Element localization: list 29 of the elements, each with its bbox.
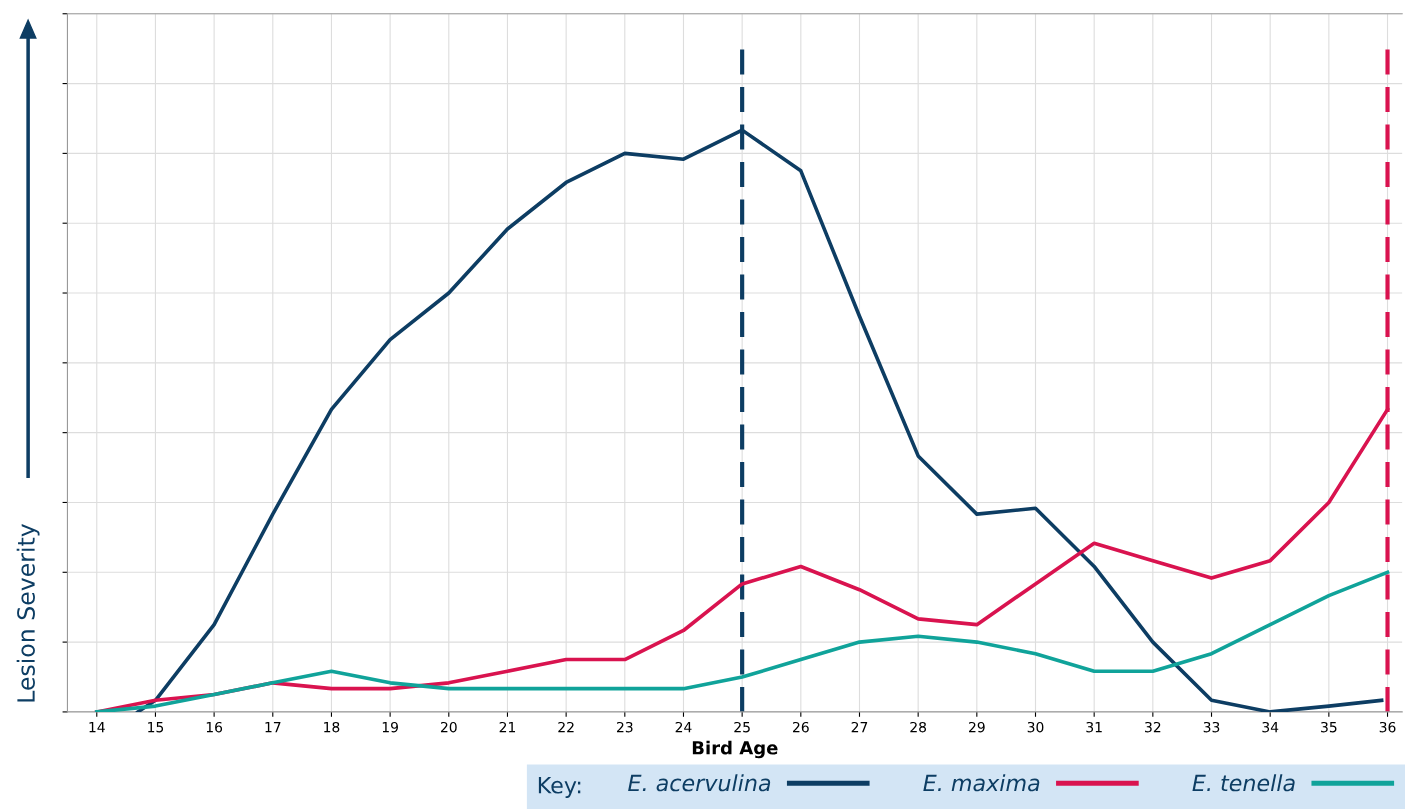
- x-tick-label: 29: [969, 721, 985, 733]
- x-tick-label: 23: [616, 721, 633, 733]
- legend-label: E. tenella: [1192, 774, 1295, 792]
- x-tick-label: 24: [675, 721, 692, 733]
- x-tick-label: 18: [324, 721, 340, 733]
- x-tick-label: 28: [910, 721, 927, 733]
- x-tick-label: 16: [206, 721, 223, 733]
- x-tick-label: 36: [1379, 721, 1396, 733]
- x-tick-label: 30: [1027, 721, 1044, 733]
- x-tick-label: 19: [382, 721, 398, 733]
- x-tick-label: 22: [558, 721, 574, 733]
- legend-label: E. maxima: [923, 774, 1040, 792]
- x-tick-label: 35: [1321, 721, 1337, 733]
- legend-label: E. acervulina: [628, 774, 771, 792]
- x-tick-label: 26: [793, 721, 809, 733]
- legend-title: Key:: [538, 777, 581, 798]
- x-axis-title: Bird Age: [692, 740, 778, 759]
- x-tick-label: 32: [1145, 721, 1161, 733]
- x-tick-label: 21: [499, 721, 516, 733]
- y-axis-title: Lesion Severity: [16, 523, 40, 702]
- x-tick-label: 33: [1203, 721, 1220, 733]
- x-tick-label: 27: [851, 721, 868, 733]
- x-tick-label: 31: [1086, 721, 1102, 733]
- x-tick-label: 34: [1262, 721, 1279, 733]
- x-tick-label: 17: [265, 722, 281, 733]
- x-tick-label: 20: [440, 721, 457, 733]
- x-tick-label: 25: [734, 721, 750, 733]
- x-tick-label: 14: [89, 722, 105, 733]
- x-tick-label: 15: [148, 722, 164, 733]
